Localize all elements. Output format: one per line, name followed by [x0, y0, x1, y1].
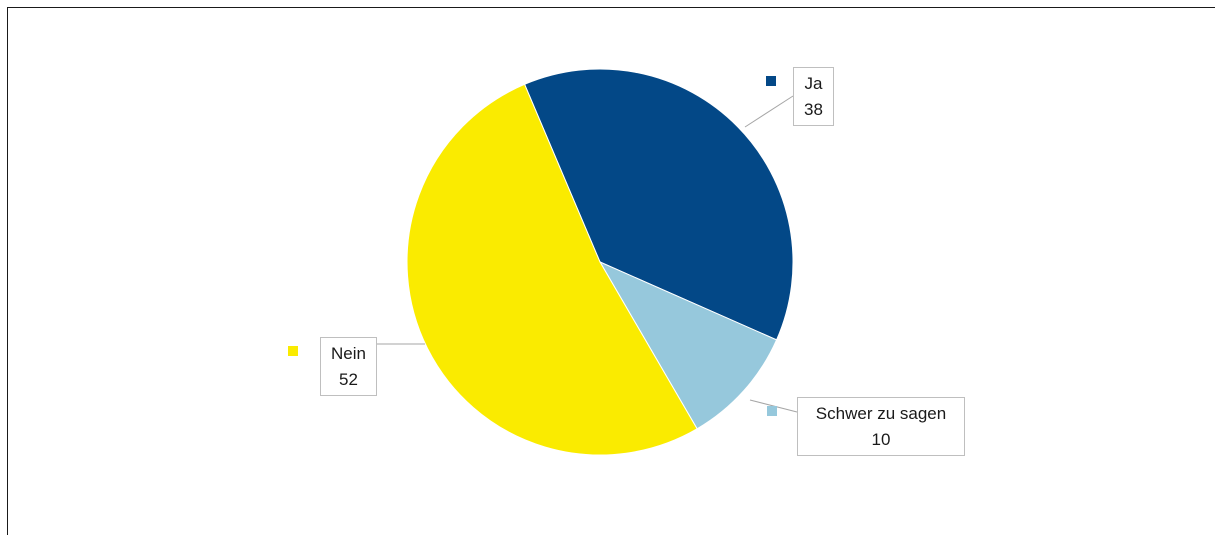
pie-slice-nein — [406, 83, 698, 456]
legend-key-nein — [288, 346, 298, 356]
pie-slice-ja — [523, 68, 794, 341]
data-label-schwer-zu-sagen: Schwer zu sagen 10 — [749, 397, 965, 456]
value-label: 38 — [804, 100, 823, 119]
label-box — [797, 397, 965, 456]
category-label: Ja — [805, 74, 824, 93]
legend-key-schwer-zu-sagen — [767, 406, 777, 416]
legend-key-ja — [766, 76, 776, 86]
leader-line — [744, 95, 794, 128]
data-label-ja: Ja 38 — [744, 67, 834, 128]
label-box — [793, 67, 834, 126]
label-box — [320, 337, 377, 396]
value-label: 52 — [339, 370, 358, 389]
chart-frame — [7, 7, 1215, 535]
data-label-nein: Nein 52 — [288, 337, 425, 396]
category-label: Nein — [331, 344, 366, 363]
pie-slice-schwer-zu-sagen — [598, 260, 778, 430]
value-label: 10 — [872, 430, 891, 449]
category-label: Schwer zu sagen — [816, 404, 946, 423]
